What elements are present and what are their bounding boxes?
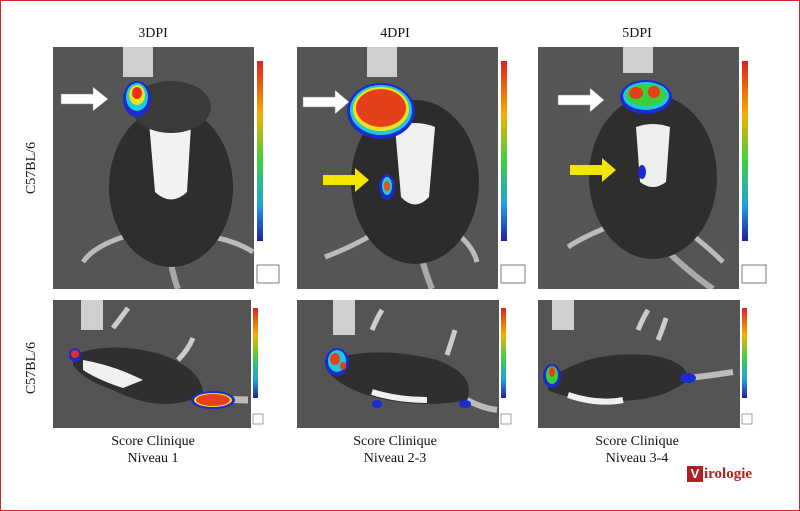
caption-5dpi-line2: Niveau 3-4 [605,451,669,466]
image-panel-bottom-5dpi [538,300,754,428]
caption-3dpi-line2: Niveau 1 [127,451,179,466]
image-panel-top-3dpi [53,47,283,289]
image-panel-top-5dpi [538,47,770,289]
caption-5dpi-line1: Score Clinique [595,434,679,449]
row-label-bottom: C57BL/6 [24,341,39,395]
image-panel-bottom-3dpi [53,300,265,428]
caption-3dpi-line1: Score Clinique [111,434,195,449]
column-title-3dpi: 3DPI [138,26,168,41]
caption-3dpi: Score Clinique Niveau 1 [73,433,233,467]
row-label-top: C57BL/6 [24,141,39,195]
column-title-4dpi: 4DPI [380,26,410,41]
logo-mark: V [687,466,703,482]
caption-5dpi: Score Clinique Niveau 3-4 [557,433,717,467]
logo-text: irologie [704,465,753,482]
caption-4dpi-line1: Score Clinique [353,434,437,449]
caption-4dpi: Score Clinique Niveau 2-3 [315,433,475,467]
column-title-5dpi: 5DPI [622,26,652,41]
caption-4dpi-line2: Niveau 2-3 [363,451,427,466]
image-panel-bottom-4dpi [297,300,513,428]
virologie-logo: V irologie [687,464,752,484]
image-panel-top-4dpi [297,47,529,289]
